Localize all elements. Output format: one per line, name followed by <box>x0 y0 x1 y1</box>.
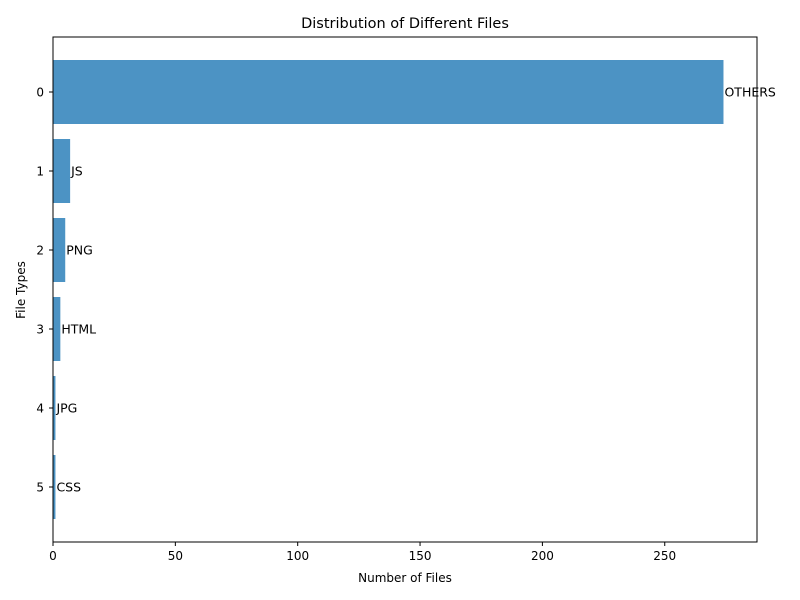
bar-label-1: JS <box>70 164 83 179</box>
x-axis-label: Number of Files <box>358 571 452 585</box>
bar-1 <box>53 139 71 203</box>
y-tick-label-4: 4 <box>36 402 44 416</box>
x-tick-label-3: 150 <box>409 549 432 563</box>
y-tick-label-0: 0 <box>36 86 44 100</box>
bar-label-5: CSS <box>56 480 81 495</box>
plot-frame <box>52 36 758 543</box>
bar-4 <box>53 376 56 440</box>
y-tick-label-1: 1 <box>36 165 44 179</box>
x-tick-label-4: 200 <box>531 549 554 563</box>
bar-0 <box>53 60 724 124</box>
bar-label-0: OTHERS <box>724 85 775 100</box>
chart-title: Distribution of Different Files <box>301 16 509 32</box>
y-axis-label: File Types <box>14 261 28 319</box>
bar-3 <box>53 297 61 361</box>
y-tick-label-3: 3 <box>36 323 44 337</box>
x-tick-label-5: 250 <box>653 549 676 563</box>
x-axis: 0 50 100 150 200 250 <box>49 542 676 563</box>
bar-label-4: JPG <box>55 401 77 416</box>
y-tick-label-2: 2 <box>36 244 44 258</box>
x-tick-label-1: 50 <box>168 549 183 563</box>
y-tick-label-5: 5 <box>36 481 44 495</box>
bar-label-2: PNG <box>66 243 93 258</box>
x-tick-label-0: 0 <box>49 549 57 563</box>
y-axis: 0 1 2 3 4 5 <box>36 86 53 495</box>
bar-2 <box>53 218 66 282</box>
bar-5 <box>53 455 56 519</box>
bars-group <box>53 60 724 519</box>
bar-labels-group: OTHERS JS PNG HTML JPG CSS <box>55 85 775 495</box>
x-tick-label-2: 100 <box>286 549 309 563</box>
bar-label-3: HTML <box>61 322 96 337</box>
